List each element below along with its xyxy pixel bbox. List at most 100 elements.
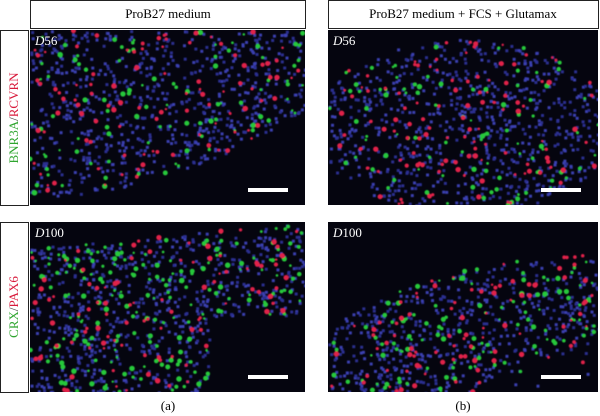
nucleus [253,105,257,109]
nucleus [500,267,504,271]
nucleus [71,314,75,318]
nucleus [436,107,440,111]
nucleus [295,235,299,239]
red-cell [418,161,421,165]
nucleus [464,69,468,73]
nucleus [537,189,541,193]
nucleus [301,280,305,284]
red-cell [237,80,243,86]
nucleus [73,70,77,74]
red-cell [430,279,434,283]
nucleus [397,145,401,149]
nucleus [185,355,189,359]
red-cell [526,168,533,174]
green-cell [375,382,379,386]
green-cell [530,324,537,330]
nucleus [375,187,379,191]
green-cell [102,385,108,391]
nucleus [69,331,73,335]
nucleus [57,247,61,251]
nucleus [575,96,579,100]
nucleus [197,243,201,247]
green-cell [550,178,555,183]
nucleus [218,79,222,83]
nucleus [204,321,208,325]
nucleus [99,296,103,300]
nucleus [205,304,209,308]
nucleus [166,124,170,128]
nucleus [143,245,147,249]
green-cell [343,160,349,166]
green-cell [531,114,535,118]
nucleus [201,64,205,68]
nucleus [91,242,95,246]
nucleus [218,241,222,245]
nucleus [415,130,419,134]
green-cell [143,252,147,256]
nucleus [102,379,106,383]
red-cell [469,287,474,292]
nucleus [48,43,52,47]
green-cell [286,79,290,83]
red-cell [376,169,380,174]
nucleus [558,337,562,341]
nucleus [405,126,409,130]
nucleus [83,347,87,351]
nucleus [379,299,383,303]
nucleus [102,390,106,392]
green-cell [168,357,174,363]
nucleus [399,171,403,175]
green-cell [34,182,40,188]
nucleus [499,187,503,191]
green-cell [498,318,501,321]
red-cell [125,48,129,52]
nucleus [428,324,432,328]
nucleus [343,374,347,378]
nucleus [275,305,279,309]
green-cell [523,310,528,315]
green-cell [219,238,224,243]
nucleus [343,96,347,100]
green-cell [165,364,171,370]
nucleus [187,141,191,145]
green-cell [363,325,369,330]
red-cell [184,108,190,113]
nucleus [155,312,159,316]
red-cell [207,102,212,107]
red-cell [84,138,89,143]
nucleus [255,258,259,262]
nucleus [164,324,168,328]
green-cell [292,63,297,68]
green-cell [444,140,448,145]
green-cell [238,100,244,105]
nucleus [265,41,269,45]
nucleus [583,84,587,88]
nucleus [108,36,112,40]
red-cell [78,111,85,117]
nucleus [505,143,509,147]
nucleus [522,315,526,319]
nucleus [30,191,34,195]
nucleus [515,305,519,309]
nucleus [523,78,527,82]
nucleus [95,333,99,337]
nucleus [168,112,172,116]
nucleus [238,266,242,270]
red-cell [218,41,224,46]
nucleus [195,59,199,63]
nucleus [554,323,558,327]
nucleus [180,132,184,136]
nucleus [534,125,538,129]
green-cell [147,333,153,339]
nucleus [530,301,534,305]
nucleus [226,284,230,288]
nucleus [118,114,122,118]
nucleus [75,94,79,98]
nucleus [410,299,414,303]
nucleus [468,390,472,392]
red-cell [233,53,238,58]
green-cell [538,308,541,311]
nucleus [574,342,578,346]
nucleus [568,177,572,181]
green-cell [391,65,395,69]
